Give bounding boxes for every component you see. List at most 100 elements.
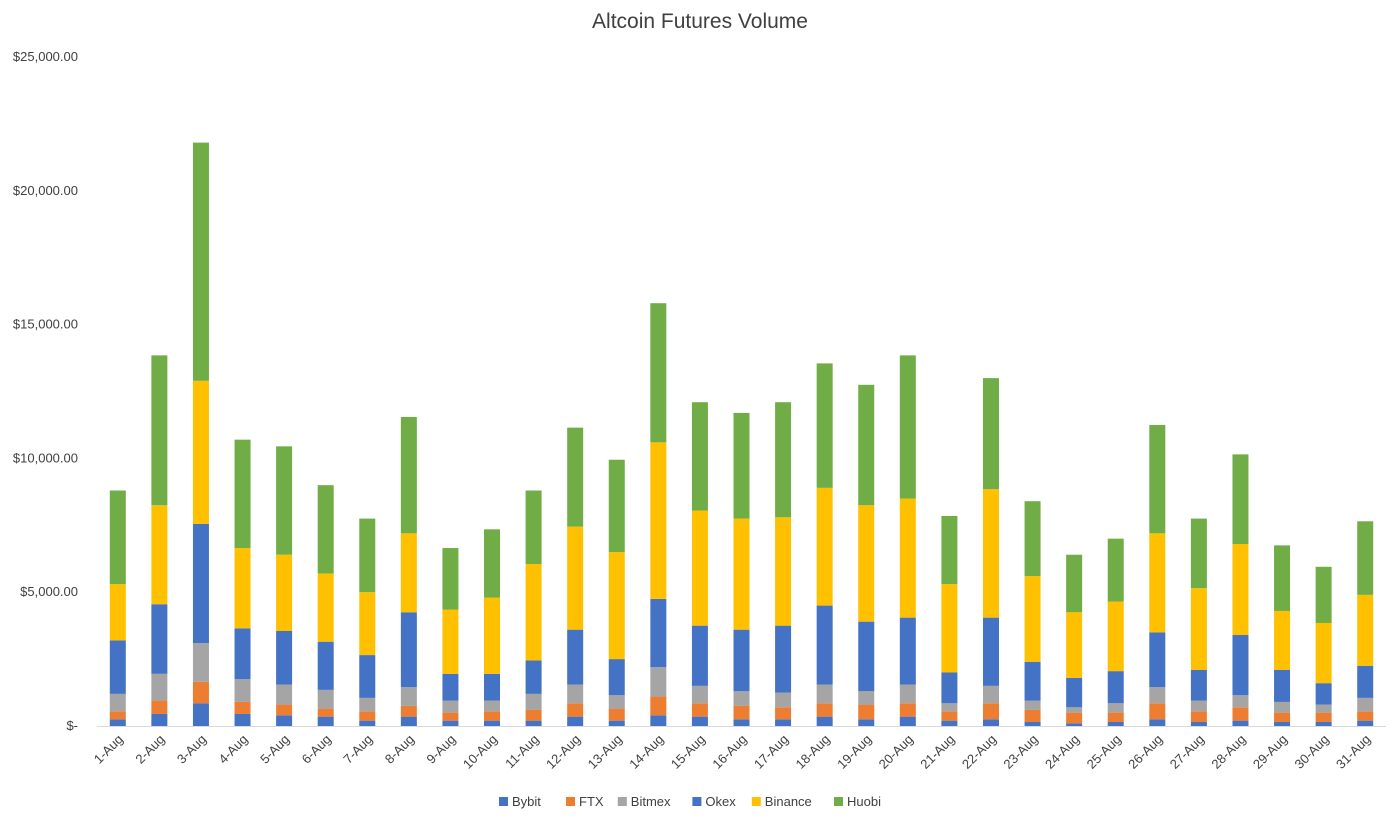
bar-segment-okex [899,617,916,685]
bar-segment-huobi [234,439,251,549]
bar-segment-huobi [816,363,833,488]
bar-segment-huobi [941,515,958,585]
bar-segment-huobi [1066,554,1083,613]
bar-segment-bitmex [442,700,459,713]
legend-label: FTX [579,794,604,809]
bar-segment-ftx [650,696,667,716]
legend-label: Binance [765,794,812,809]
bar-segment-bitmex [1357,697,1374,712]
bar-segment-bybit [1357,720,1374,726]
bar-segment-ftx [1066,712,1083,724]
legend-swatch [834,797,843,806]
bar-segment-binance [1149,533,1166,633]
bar-segment-bybit [982,719,999,726]
bar-segment-huobi [359,518,376,593]
bar-stack [733,412,750,726]
legend-item: Okex [692,794,736,809]
x-tick-label: 29-Aug [1250,732,1290,772]
legend-item: Binance [751,794,812,809]
bar-segment-huobi [525,490,542,565]
bar-segment-binance [608,552,625,660]
bar-segment-ftx [941,711,958,721]
bar-segment-bybit [567,716,584,726]
bar-segment-bybit [1232,720,1249,726]
bar-segment-binance [1274,610,1291,670]
bar-stack [192,142,209,726]
bar-segment-huobi [1024,501,1041,577]
bar-stack [1190,518,1207,726]
bar-segment-bybit [442,720,459,726]
legend-item: Bybit [499,794,541,809]
bar-segment-bitmex [400,687,417,706]
bar-segment-bitmex [317,689,334,709]
bar-segment-binance [899,498,916,618]
bar-segment-ftx [400,705,417,717]
bar-segment-binance [941,584,958,673]
bar-segment-ftx [733,705,750,720]
bar-stack [109,490,126,726]
x-tick-label: 6-Aug [299,732,334,767]
bar-segment-bitmex [941,703,958,712]
bar-stack [484,529,501,726]
bar-segment-okex [109,640,126,694]
bar-segment-okex [442,673,459,701]
bar-stack [1357,521,1374,726]
bar-segment-bybit [1274,721,1291,726]
bar-segment-bybit [899,716,916,726]
bar-segment-okex [775,625,792,693]
bar-segment-okex [608,659,625,696]
bar-segment-bybit [317,716,334,726]
bar-segment-bybit [608,720,625,726]
bar-segment-bitmex [858,691,875,705]
bar-segment-bitmex [733,691,750,706]
bar-segment-binance [775,517,792,626]
bar-segment-bybit [151,713,168,726]
bar-segment-huobi [276,446,293,555]
bar-segment-huobi [400,416,417,534]
legend-swatch [617,797,627,806]
bar-segment-binance [109,584,126,641]
bar-stack [1232,454,1249,726]
bar-segment-bitmex [816,684,833,704]
bar-segment-huobi [858,384,875,506]
bar-segment-bitmex [525,693,542,710]
bar-stack [691,402,708,726]
x-tick-label: 8-Aug [382,732,417,767]
bar-segment-okex [192,523,209,644]
bar-segment-binance [400,533,417,613]
bar-segment-bybit [1315,721,1332,726]
bar-segment-ftx [359,711,376,721]
bar-segment-binance [1024,576,1041,662]
x-tick-label: 15-Aug [668,732,708,772]
x-tick-label: 2-Aug [132,732,167,767]
bar-segment-huobi [608,459,625,553]
bar-segment-huobi [1232,454,1249,545]
bar-stack [608,459,625,726]
bar-stack [151,355,168,726]
bar-segment-binance [1315,622,1332,684]
x-tick-label: 12-Aug [543,732,583,772]
bar-segment-ftx [192,681,209,704]
bar-segment-ftx [1149,703,1166,720]
y-axis: $- $5,000.00 $10,000.00 $15,000.00 $20,000.0… [13,49,78,733]
x-axis: 1-Aug 2-Aug 3-Aug 4-Aug 5-Aug 6-Aug 7-Aug 8-Aug… [91,732,1374,772]
bar-segment-bitmex [650,667,667,697]
bar-segment-huobi [1107,538,1124,602]
x-tick-label: 10-Aug [460,732,500,772]
bar-segment-bybit [359,720,376,726]
bar-segment-bitmex [1066,707,1083,713]
bar-stack [1066,554,1083,726]
bar-segment-huobi [109,490,126,585]
bar-segment-binance [691,510,708,626]
bar-segment-ftx [1315,712,1332,722]
x-tick-label: 25-Aug [1084,732,1124,772]
bar-stack [941,515,958,726]
bar-segment-okex [816,605,833,685]
bar-stack [1315,566,1332,726]
bar-segment-binance [359,592,376,656]
bar-stack [1274,545,1291,726]
bar-segment-bybit [775,719,792,726]
bar-segment-bitmex [484,700,501,712]
bar-stack [816,363,833,726]
